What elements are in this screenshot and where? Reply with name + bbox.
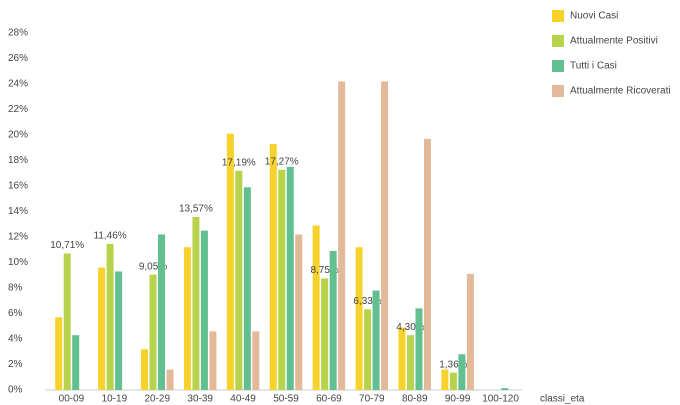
legend-label: Attualmente Ricoverati <box>570 86 671 97</box>
value-label: 11,46% <box>94 231 127 242</box>
bar <box>286 166 294 390</box>
x-tick-label: 50-59 <box>273 394 299 405</box>
bar <box>158 234 166 390</box>
value-label: 17,27% <box>265 156 299 167</box>
y-tick-label: 22% <box>8 104 28 115</box>
x-tick-label: 90-99 <box>445 394 471 405</box>
value-label: 8,75% <box>310 265 338 276</box>
y-tick-label: 12% <box>8 232 28 243</box>
bar <box>355 247 363 390</box>
bar <box>200 230 208 390</box>
legend-label: Attualmente Positivi <box>570 36 658 47</box>
y-tick-label: 6% <box>8 308 23 319</box>
value-label: 6,33% <box>353 296 381 307</box>
y-tick-label: 0% <box>8 385 23 396</box>
legend-swatch <box>552 10 564 22</box>
bar <box>98 267 106 390</box>
bar <box>364 309 372 390</box>
bar <box>269 143 277 390</box>
x-tick-label: 80-89 <box>402 394 428 405</box>
x-tick-label: 70-79 <box>359 394 385 405</box>
bar <box>166 369 174 390</box>
bar <box>63 253 71 390</box>
x-tick-label: 100-120 <box>482 394 519 405</box>
value-label: 13,57% <box>179 204 213 215</box>
bar <box>235 170 243 390</box>
bar <box>381 81 389 390</box>
bar <box>226 133 234 390</box>
legend-swatch <box>552 85 564 97</box>
x-tick-label: 10-19 <box>102 394 128 405</box>
y-tick-label: 10% <box>8 257 28 268</box>
y-tick-label: 8% <box>8 283 23 294</box>
legend-swatch <box>552 35 564 47</box>
bar <box>115 271 123 390</box>
y-tick-label: 18% <box>8 155 28 166</box>
bar <box>466 273 474 390</box>
y-tick-label: 2% <box>8 359 23 370</box>
legend-label: Tutti i Casi <box>570 61 617 72</box>
bar <box>441 369 449 390</box>
y-tick-label: 16% <box>8 181 28 192</box>
bar <box>338 81 346 390</box>
bar <box>458 354 466 390</box>
bar <box>149 274 157 390</box>
value-label: 1,36% <box>439 359 467 370</box>
y-tick-label: 20% <box>8 130 28 141</box>
y-tick-label: 14% <box>8 206 28 217</box>
value-label: 4,30% <box>396 322 424 333</box>
bar <box>55 317 63 390</box>
x-tick-label: 20-29 <box>144 394 170 405</box>
bar <box>372 290 380 390</box>
value-label: 10,71% <box>50 240 84 251</box>
value-label: 17,19% <box>222 157 256 168</box>
bar <box>406 335 414 390</box>
legend-label: Nuovi Casi <box>570 11 618 22</box>
y-tick-label: 26% <box>8 53 28 64</box>
bar <box>278 169 286 390</box>
legend-swatch <box>552 60 564 72</box>
bar <box>192 216 200 390</box>
y-tick-label: 28% <box>8 28 28 39</box>
x-tick-label: 00-09 <box>59 394 85 405</box>
bar <box>449 372 457 390</box>
bar <box>72 335 80 390</box>
bar <box>209 331 217 390</box>
bar <box>141 349 149 390</box>
bar <box>295 234 303 390</box>
bar <box>183 247 191 390</box>
bar <box>501 388 509 390</box>
x-axis-label: classi_eta <box>540 394 585 405</box>
x-tick-label: 30-39 <box>187 394 213 405</box>
bar <box>329 251 337 390</box>
bar <box>423 138 431 390</box>
bar <box>252 331 260 390</box>
bar <box>312 225 320 390</box>
bar <box>243 187 251 390</box>
y-tick-label: 4% <box>8 334 23 345</box>
value-label: 9,05% <box>139 261 167 272</box>
x-tick-label: 60-69 <box>316 394 342 405</box>
bar <box>415 308 423 390</box>
y-tick-label: 24% <box>8 79 28 90</box>
bar <box>321 278 329 390</box>
bar <box>106 243 114 390</box>
bar <box>398 327 406 390</box>
x-tick-label: 40-49 <box>230 394 256 405</box>
